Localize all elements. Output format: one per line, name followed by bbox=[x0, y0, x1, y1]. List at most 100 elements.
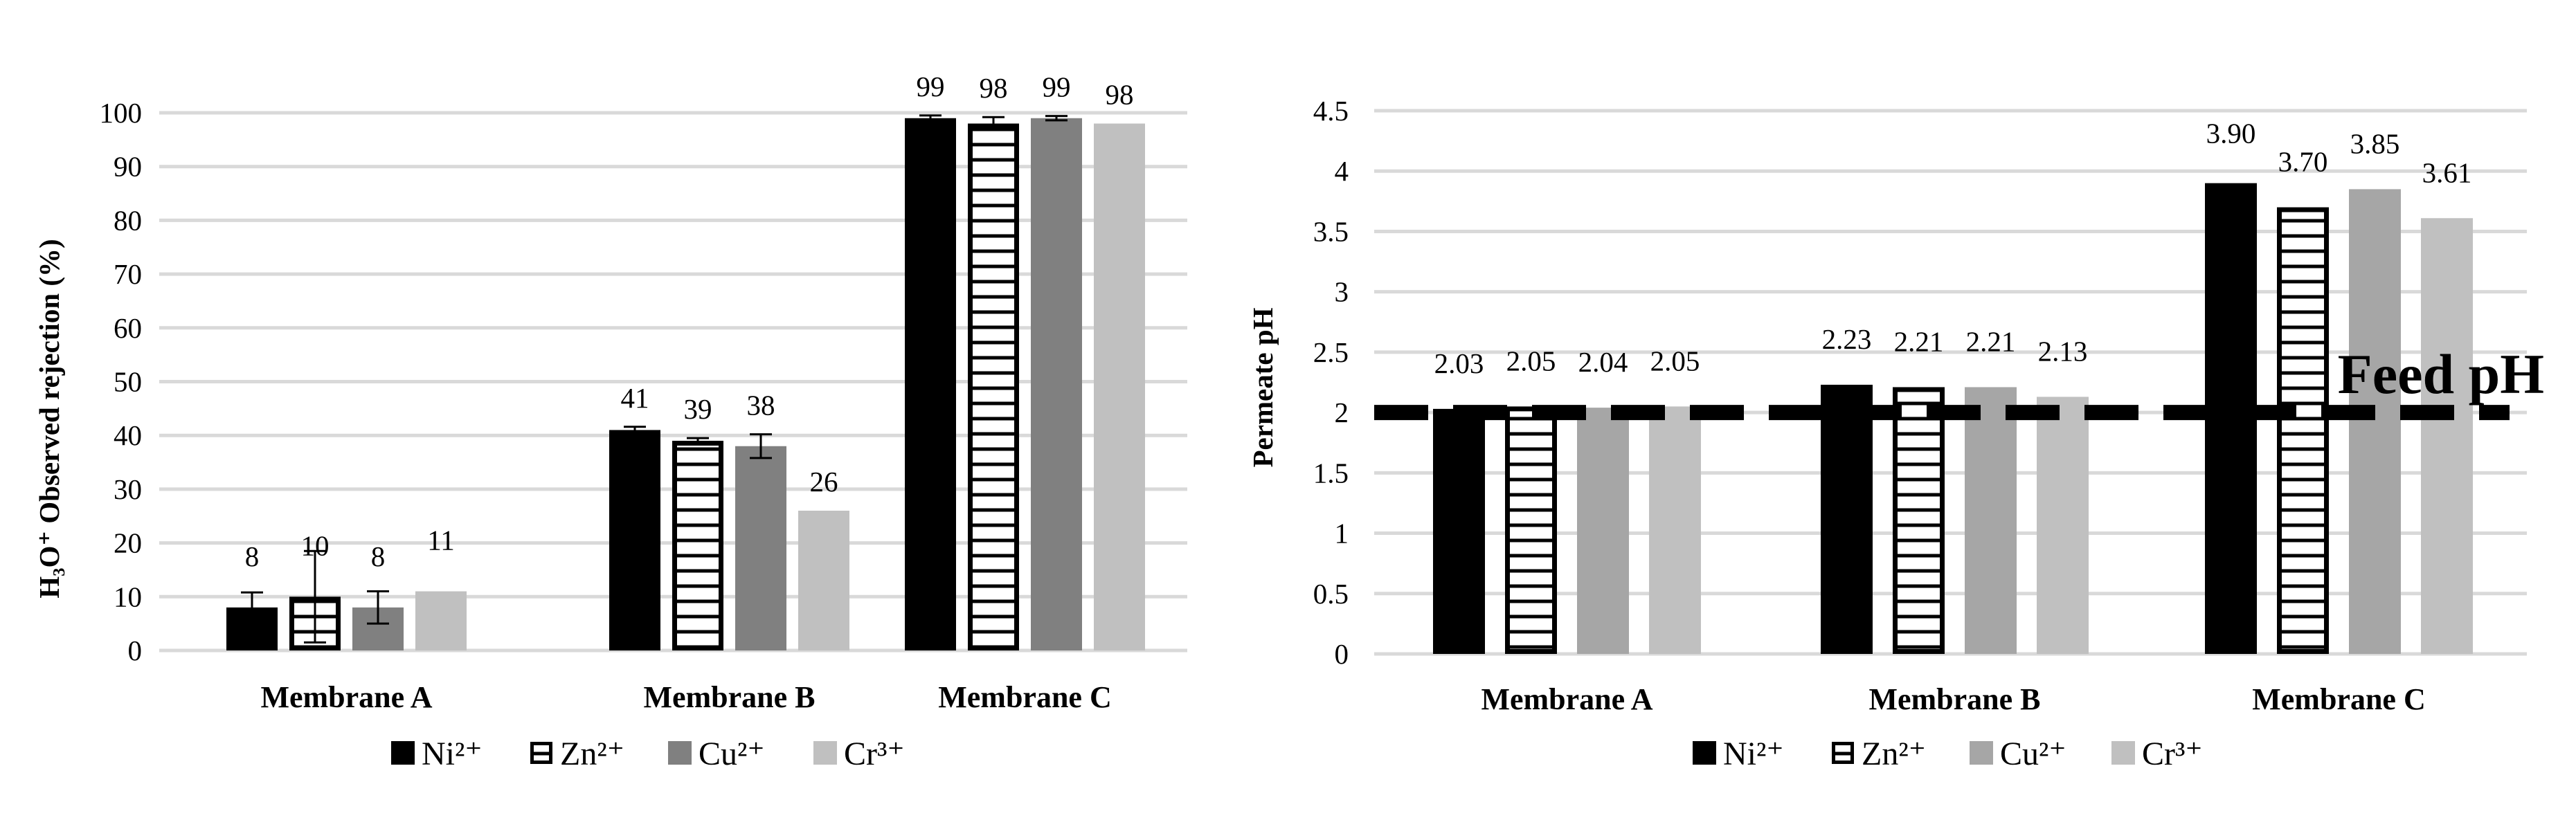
bar-membrane-b-ni bbox=[1821, 384, 1873, 654]
data-label-membrane-b-cu: 38 bbox=[747, 390, 775, 421]
legend-swatch-cu bbox=[668, 741, 692, 765]
y-tick-label: 1.5 bbox=[1313, 457, 1349, 489]
data-label-membrane-a-cu: 8 bbox=[371, 540, 386, 572]
bar-membrane-c-cu bbox=[1031, 118, 1082, 650]
y-tick-label: 50 bbox=[114, 366, 142, 398]
ph-bars bbox=[1433, 183, 2473, 655]
legend-label: Zn²⁺ bbox=[560, 736, 624, 772]
bar-membrane-b-cu bbox=[735, 446, 786, 650]
rejection-categories: Membrane A Membrane B Membrane C bbox=[260, 680, 1111, 714]
category-label-membrane-b: Membrane B bbox=[1868, 682, 2040, 716]
data-label-membrane-a-zn: 2.05 bbox=[1506, 345, 1556, 376]
legend-label: Ni²⁺ bbox=[422, 736, 483, 772]
legend-label: Cr³⁺ bbox=[844, 736, 905, 772]
data-label-membrane-c-cu: 3.85 bbox=[2350, 127, 2400, 159]
bar-membrane-a-zn bbox=[1505, 406, 1557, 655]
rejection-data-labels: 8 10 8 11 41 39 38 26 99 98 99 98 bbox=[245, 71, 1134, 572]
legend-swatch-cu bbox=[1970, 741, 1993, 765]
y-tick-label: 100 bbox=[100, 97, 143, 129]
data-label-membrane-a-cr: 11 bbox=[427, 525, 454, 556]
legend-swatch-zn bbox=[530, 742, 552, 764]
y-tick-label: 0 bbox=[1335, 638, 1349, 670]
bar-membrane-a-cu bbox=[1577, 408, 1629, 654]
ph-y-axis-title: Permeate pH bbox=[1247, 307, 1279, 467]
bar-membrane-b-zn bbox=[1893, 387, 1945, 654]
y-tick-label: 3.5 bbox=[1313, 215, 1349, 247]
ph-legend: Ni²⁺ Zn²⁺ Cu²⁺ Cr³⁺ bbox=[1693, 736, 2203, 772]
y-tick-label: 2 bbox=[1335, 397, 1349, 428]
data-label-membrane-a-zn: 10 bbox=[301, 529, 330, 561]
ph-data-labels: 2.03 2.05 2.04 2.05 2.23 2.21 2.21 2.13 3.90 3.70… bbox=[1434, 118, 2472, 379]
data-label-membrane-c-cr: 98 bbox=[1106, 79, 1134, 111]
bar-membrane-a-cr bbox=[415, 591, 467, 650]
y-tick-label: 30 bbox=[114, 473, 142, 505]
category-label-membrane-c: Membrane C bbox=[2252, 682, 2426, 716]
data-label-membrane-a-cu: 2.04 bbox=[1578, 346, 1628, 378]
rejection-chart: 0 10 20 30 40 50 60 70 80 90 100 8 10 8 11 41 39 38 26 99 9… bbox=[33, 71, 1187, 772]
legend-swatch-cr bbox=[813, 741, 837, 765]
bar-membrane-a-ni bbox=[1433, 408, 1485, 654]
bar-membrane-c-cu bbox=[2349, 189, 2401, 654]
category-label-membrane-b: Membrane B bbox=[643, 680, 815, 714]
ph-chart: 00.511.522.533.544.5 Feed pH 2.03 2.05 2.0… bbox=[1247, 95, 2544, 772]
legend-swatch-cr bbox=[2111, 741, 2135, 765]
data-label-membrane-a-cr: 2.05 bbox=[1650, 345, 1700, 376]
legend-label: Cu²⁺ bbox=[699, 736, 765, 772]
legend-swatch-zn bbox=[1832, 742, 1854, 764]
bar-membrane-c-zn bbox=[2277, 207, 2329, 654]
bar-membrane-c-ni bbox=[905, 118, 956, 650]
rejection-error-bars bbox=[241, 114, 1068, 644]
ph-gridlines bbox=[1374, 109, 2527, 656]
legend-label: Cr³⁺ bbox=[2142, 736, 2203, 772]
category-label-membrane-a: Membrane A bbox=[1481, 682, 1652, 716]
data-label-membrane-b-cr: 2.13 bbox=[2038, 335, 2088, 367]
y-tick-label: 40 bbox=[114, 419, 142, 451]
data-label-membrane-c-cr: 3.61 bbox=[2422, 156, 2472, 188]
data-label-membrane-c-cu: 99 bbox=[1043, 71, 1071, 103]
category-label-membrane-c: Membrane C bbox=[938, 680, 1112, 714]
y-tick-label: 0 bbox=[128, 635, 143, 666]
bar-membrane-c-cr bbox=[1094, 123, 1145, 651]
legend-label: Zn²⁺ bbox=[1862, 736, 1926, 772]
y-tick-label: 60 bbox=[114, 312, 142, 344]
data-label-membrane-b-ni: 2.23 bbox=[1822, 323, 1872, 355]
legend-label: Ni²⁺ bbox=[1723, 736, 1784, 772]
y-tick-label: 3 bbox=[1335, 276, 1349, 308]
legend-label: Cu²⁺ bbox=[2000, 736, 2066, 772]
bar-membrane-a-cr bbox=[1649, 406, 1701, 654]
bar-membrane-c-zn bbox=[968, 123, 1019, 651]
y-tick-label: 10 bbox=[114, 581, 142, 612]
y-tick-label: 90 bbox=[114, 151, 142, 183]
bar-membrane-c-cr bbox=[2421, 218, 2473, 654]
data-label-membrane-a-ni: 8 bbox=[245, 540, 260, 572]
bar-membrane-b-cr bbox=[2037, 397, 2089, 654]
data-label-membrane-b-zn: 2.21 bbox=[1894, 325, 1944, 357]
bar-membrane-b-ni bbox=[609, 430, 660, 650]
y-tick-label: 70 bbox=[114, 258, 142, 290]
data-label-membrane-b-ni: 41 bbox=[621, 382, 649, 414]
rejection-bars bbox=[226, 118, 1145, 651]
y-tick-label: 80 bbox=[114, 204, 142, 236]
y-tick-label: 2.5 bbox=[1313, 336, 1349, 368]
data-label-membrane-c-zn: 3.70 bbox=[2278, 146, 2328, 178]
ph-categories: Membrane A Membrane B Membrane C bbox=[1481, 682, 2425, 716]
y-tick-label: 4.5 bbox=[1313, 95, 1349, 127]
data-label-membrane-c-zn: 98 bbox=[980, 72, 1008, 104]
bar-membrane-b-cu bbox=[1965, 387, 2017, 654]
feed-ph-label: Feed pH bbox=[2338, 343, 2544, 406]
bar-membrane-b-zn bbox=[672, 440, 723, 650]
data-label-membrane-c-ni: 99 bbox=[917, 71, 945, 102]
ph-y-ticks: 0 0.5 1 1.5 2 2.5 3 3.5 4 4.5 bbox=[1313, 95, 1349, 670]
data-label-membrane-b-cu: 2.21 bbox=[1966, 325, 2016, 357]
y-tick-label: 4 bbox=[1335, 155, 1349, 187]
data-label-membrane-b-cr: 26 bbox=[810, 466, 838, 498]
legend-swatch-ni bbox=[1693, 741, 1716, 765]
data-label-membrane-a-ni: 2.03 bbox=[1434, 347, 1484, 379]
feed-ph-reference: Feed pH bbox=[1374, 343, 2544, 421]
rejection-legend: Ni²⁺ Zn²⁺ Cu²⁺ Cr³⁺ bbox=[391, 736, 905, 772]
rejection-y-axis-title: H₃O⁺ Observed rejection (%) bbox=[33, 239, 65, 598]
data-label-membrane-b-zn: 39 bbox=[684, 393, 712, 425]
category-label-membrane-a: Membrane A bbox=[260, 680, 432, 714]
y-tick-label: 0.5 bbox=[1313, 578, 1349, 610]
